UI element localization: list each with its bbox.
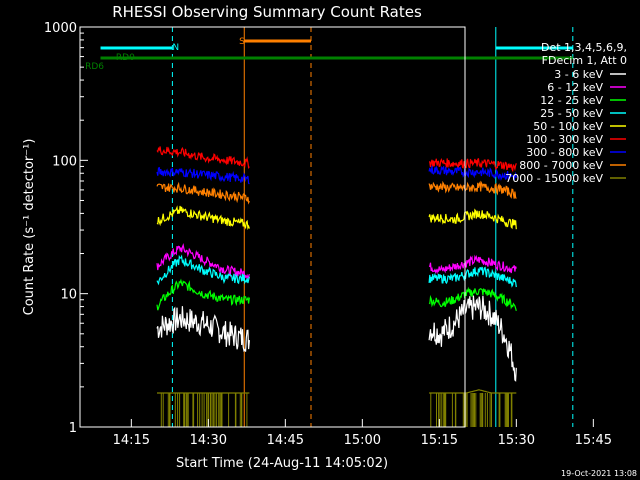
legend-header-0: Det 1,3,4,5,6,9, (541, 41, 627, 54)
x-tick-label-2: 14:45 (267, 433, 304, 448)
series-4 (156, 205, 517, 231)
x-tick-label-5: 15:30 (498, 433, 535, 448)
x-tick-label-3: 15:00 (344, 433, 381, 448)
y-tick-label-0: 1 (69, 421, 77, 436)
legend-label-2: 12 - 25 keV (540, 94, 603, 107)
series-7 (156, 180, 517, 205)
series-line-2-1 (428, 286, 517, 311)
flag-label-n: N (172, 43, 179, 53)
series-line-5-1 (428, 157, 517, 173)
series-line-7-0 (156, 181, 250, 205)
series-line-6-1 (428, 165, 517, 181)
series-3 (156, 254, 517, 288)
flag-label-s: S (239, 37, 245, 47)
y-axis-label: Count Rate (s⁻¹ detector⁻¹) (22, 139, 37, 316)
flag-label-rd6: RD6 (85, 62, 104, 72)
legend-label-4: 50 - 100 keV (533, 120, 603, 133)
timestamp: 19-Oct-2021 13:08 (561, 469, 637, 478)
y-tick-label-1: 10 (60, 288, 77, 303)
series-line-4-0 (156, 205, 250, 231)
x-axis-label: Start Time (24-Aug-11 14:05:02) (176, 456, 388, 471)
x-tick-label-4: 15:15 (421, 433, 458, 448)
series-2 (156, 278, 517, 311)
series-line-6-0 (156, 166, 250, 185)
y-tick-label-3: 1000 (44, 21, 77, 36)
series-line-5-0 (156, 146, 250, 170)
legend-label-0: 3 - 6 keV (554, 68, 603, 81)
series-5 (156, 146, 517, 173)
series-line-3-1 (428, 266, 517, 288)
series-0 (156, 295, 517, 382)
plot-frame (79, 26, 466, 428)
series-1 (156, 242, 517, 280)
series-line-3-0 (156, 254, 250, 286)
legend-label-8: 7000 - 15000 keV (505, 172, 603, 185)
series-line-4-1 (428, 208, 517, 230)
series-line-0-0 (156, 306, 250, 353)
legend-label-7: 800 - 7000 keV (519, 159, 603, 172)
legend-label-5: 100 - 300 keV (526, 133, 603, 146)
x-tick-label-1: 14:30 (190, 433, 227, 448)
legend-label-6: 300 - 800 keV (526, 146, 603, 159)
series-line-1-1 (428, 254, 517, 275)
y-tick-label-2: 100 (52, 154, 77, 169)
chart-title: RHESSI Observing Summary Count Rates (112, 3, 422, 21)
legend-label-1: 6 - 12 keV (547, 81, 603, 94)
x-tick-label-0: 14:15 (113, 433, 150, 448)
series-6 (156, 165, 517, 185)
legend-header-1: FDecim 1, Att 0 (542, 54, 627, 67)
x-tick-label-6: 15:45 (575, 433, 612, 448)
series-line-1-0 (156, 242, 250, 280)
series-line-2-0 (156, 278, 250, 311)
series-8 (157, 389, 517, 427)
series-line-0-1 (428, 295, 517, 382)
legend-label-3: 25 - 50 keV (540, 107, 603, 120)
series-line-7-1 (428, 180, 517, 199)
